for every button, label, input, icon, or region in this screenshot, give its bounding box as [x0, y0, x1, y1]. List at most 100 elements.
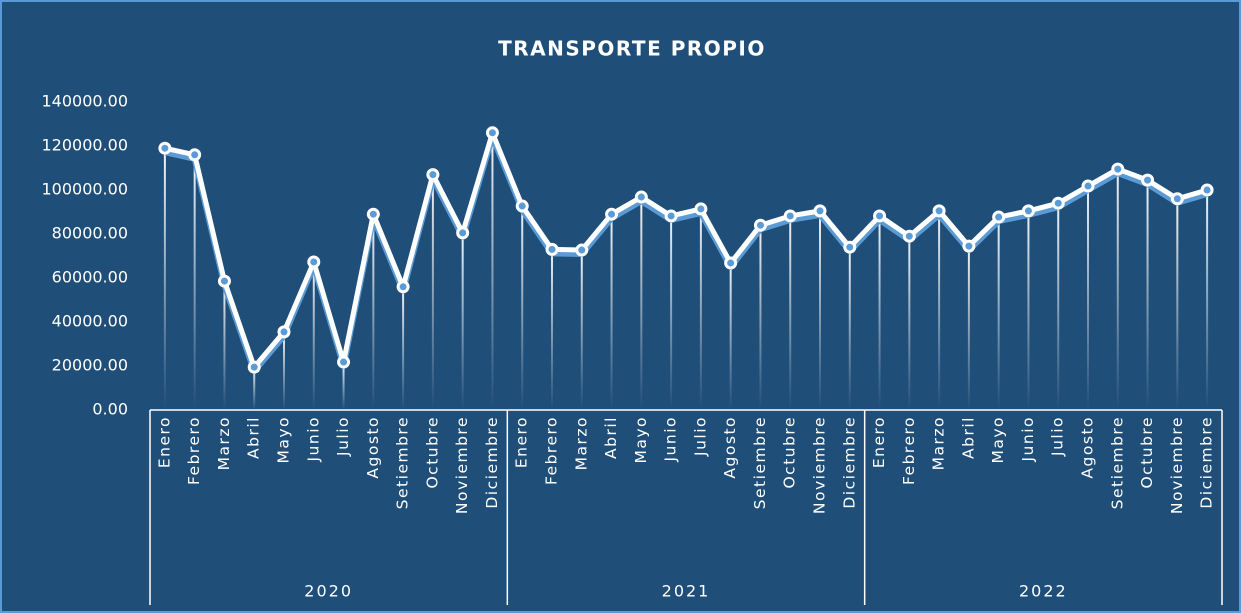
x-tick-label: Diciembre: [1198, 416, 1216, 509]
marker: [158, 141, 172, 155]
x-tick-label: Octubre: [781, 416, 799, 489]
x-tick-label: Noviembre: [1168, 416, 1186, 514]
drop-line: [193, 154, 196, 410]
y-tick-label: 100000.00: [41, 180, 128, 199]
drop-line: [819, 210, 821, 410]
x-tick-label: Agosto: [364, 416, 382, 479]
marker: [813, 204, 827, 218]
x-tick-label: Noviembre: [811, 416, 829, 514]
x-tick-label: Julio: [1049, 416, 1067, 457]
drop-line: [461, 232, 464, 410]
y-tick-label: 0.00: [92, 400, 128, 419]
drop-line: [1146, 180, 1149, 410]
marker: [188, 148, 202, 162]
marker: [217, 274, 231, 288]
x-tick-label: Junio: [662, 416, 680, 463]
x-tick-label: Julio: [334, 416, 352, 457]
marker: [485, 126, 499, 140]
marker: [783, 209, 797, 223]
drop-line: [163, 148, 166, 410]
x-tick-label: Abril: [245, 416, 263, 459]
x-tick-label: Octubre: [1138, 416, 1156, 489]
y-tick-label: 60000.00: [52, 268, 128, 287]
x-tick-label: Febrero: [185, 416, 203, 485]
x-tick-label: Setiembre: [1108, 416, 1126, 509]
marker: [277, 325, 291, 339]
drop-line: [1087, 186, 1089, 410]
marker: [1141, 173, 1155, 187]
marker: [902, 229, 916, 243]
x-tick-label: Mayo: [989, 416, 1007, 464]
x-tick-label: Agosto: [1079, 416, 1097, 479]
y-tick-label: 120000.00: [41, 136, 128, 155]
marker: [1051, 196, 1065, 210]
drop-line: [610, 214, 613, 410]
marker: [396, 280, 410, 294]
marker: [664, 209, 678, 223]
drop-line: [1176, 198, 1179, 410]
x-tick-label: Mayo: [275, 416, 293, 464]
marker: [1200, 183, 1214, 197]
x-tick-label: Enero: [155, 416, 173, 468]
drop-line: [312, 261, 315, 410]
x-tick-label: Agosto: [721, 416, 739, 479]
drop-line: [908, 236, 911, 410]
marker: [724, 256, 738, 270]
drop-line: [491, 132, 494, 411]
drop-line: [580, 250, 583, 410]
x-tick-label: Marzo: [215, 416, 233, 470]
drop-line: [848, 247, 851, 410]
x-tick-label: Abril: [959, 416, 977, 459]
drop-line: [551, 249, 553, 410]
x-tick-label: Octubre: [423, 416, 441, 489]
drop-line: [342, 362, 345, 410]
group-label: 2021: [662, 582, 711, 601]
drop-line: [997, 217, 1000, 410]
marker: [992, 210, 1006, 224]
x-tick-label: Febrero: [543, 416, 561, 485]
marker: [843, 240, 857, 254]
drop-line: [372, 214, 375, 410]
x-tick-label: Junio: [304, 416, 322, 463]
drop-line: [759, 225, 762, 410]
drop-line: [253, 367, 256, 410]
drop-line: [967, 246, 970, 410]
marker: [575, 243, 589, 257]
y-tick-label: 140000.00: [41, 92, 128, 111]
group-label: 2020: [304, 582, 353, 601]
x-tick-label: Marzo: [572, 416, 590, 470]
chart-title: TRANSPORTE PROPIO: [498, 37, 766, 61]
marker: [337, 355, 351, 369]
y-tick-label: 40000.00: [52, 312, 128, 331]
x-tick-label: Setiembre: [751, 416, 769, 509]
drop-line: [283, 331, 285, 410]
marker: [1081, 179, 1095, 193]
marker: [932, 204, 946, 218]
drop-line: [1057, 203, 1060, 410]
x-tick-label: Enero: [513, 416, 531, 468]
drop-line: [1116, 169, 1119, 410]
drop-line: [729, 263, 732, 410]
drop-line: [699, 208, 702, 410]
drop-line: [640, 197, 643, 410]
marker: [545, 242, 559, 256]
marker: [962, 239, 976, 253]
x-tick-label: Abril: [602, 416, 620, 459]
marker: [694, 202, 708, 216]
x-tick-label: Mayo: [632, 416, 650, 464]
x-tick-label: Febrero: [900, 416, 918, 485]
marker: [1111, 162, 1125, 176]
x-tick-label: Setiembre: [394, 416, 412, 509]
marker: [456, 226, 470, 240]
marker: [307, 255, 321, 269]
group-label: 2022: [1019, 582, 1068, 601]
drop-line: [1206, 190, 1209, 410]
drop-line: [789, 215, 792, 410]
x-tick-label: Julio: [691, 416, 709, 457]
marker: [247, 360, 261, 374]
marker: [515, 199, 529, 213]
x-tick-label: Marzo: [930, 416, 948, 470]
marker: [605, 207, 619, 221]
drop-line: [1027, 210, 1030, 410]
